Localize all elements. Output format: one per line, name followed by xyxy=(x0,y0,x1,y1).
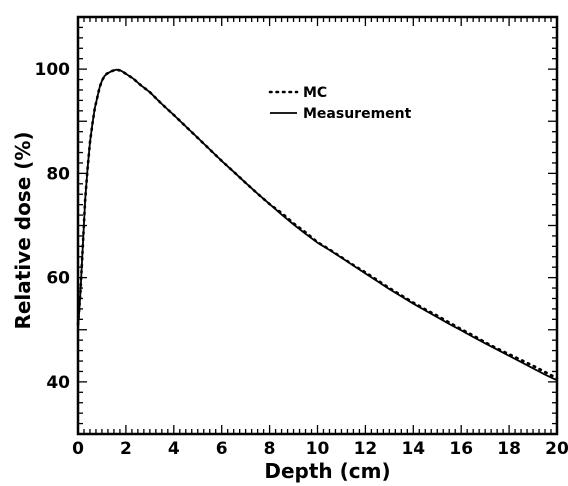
x-tick-label: 2 xyxy=(120,439,132,459)
x-tick-label: 6 xyxy=(216,439,228,459)
y-tick-label: 40 xyxy=(46,373,70,393)
y-axis-title: Relative dose (%) xyxy=(11,131,35,329)
y-tick-label: 100 xyxy=(35,60,71,80)
x-tick-label: 10 xyxy=(306,439,330,459)
y-tick-label: 80 xyxy=(46,164,70,184)
x-tick-label: 18 xyxy=(497,439,521,459)
x-axis-title: Depth (cm) xyxy=(264,459,390,483)
legend-label: Measurement xyxy=(303,106,412,122)
x-tick-label: 20 xyxy=(545,439,568,459)
x-tick-label: 16 xyxy=(449,439,473,459)
series-line-measurement xyxy=(77,68,558,382)
x-tick-label: 14 xyxy=(401,439,425,459)
plot-frame xyxy=(76,15,559,436)
x-tick-label: 0 xyxy=(72,439,84,459)
x-tick-label: 8 xyxy=(264,439,276,459)
x-tick-label: 12 xyxy=(354,439,378,459)
legend-label: MC xyxy=(303,85,327,101)
x-tick-label: 4 xyxy=(168,439,180,459)
y-tick-label: 60 xyxy=(46,269,70,289)
